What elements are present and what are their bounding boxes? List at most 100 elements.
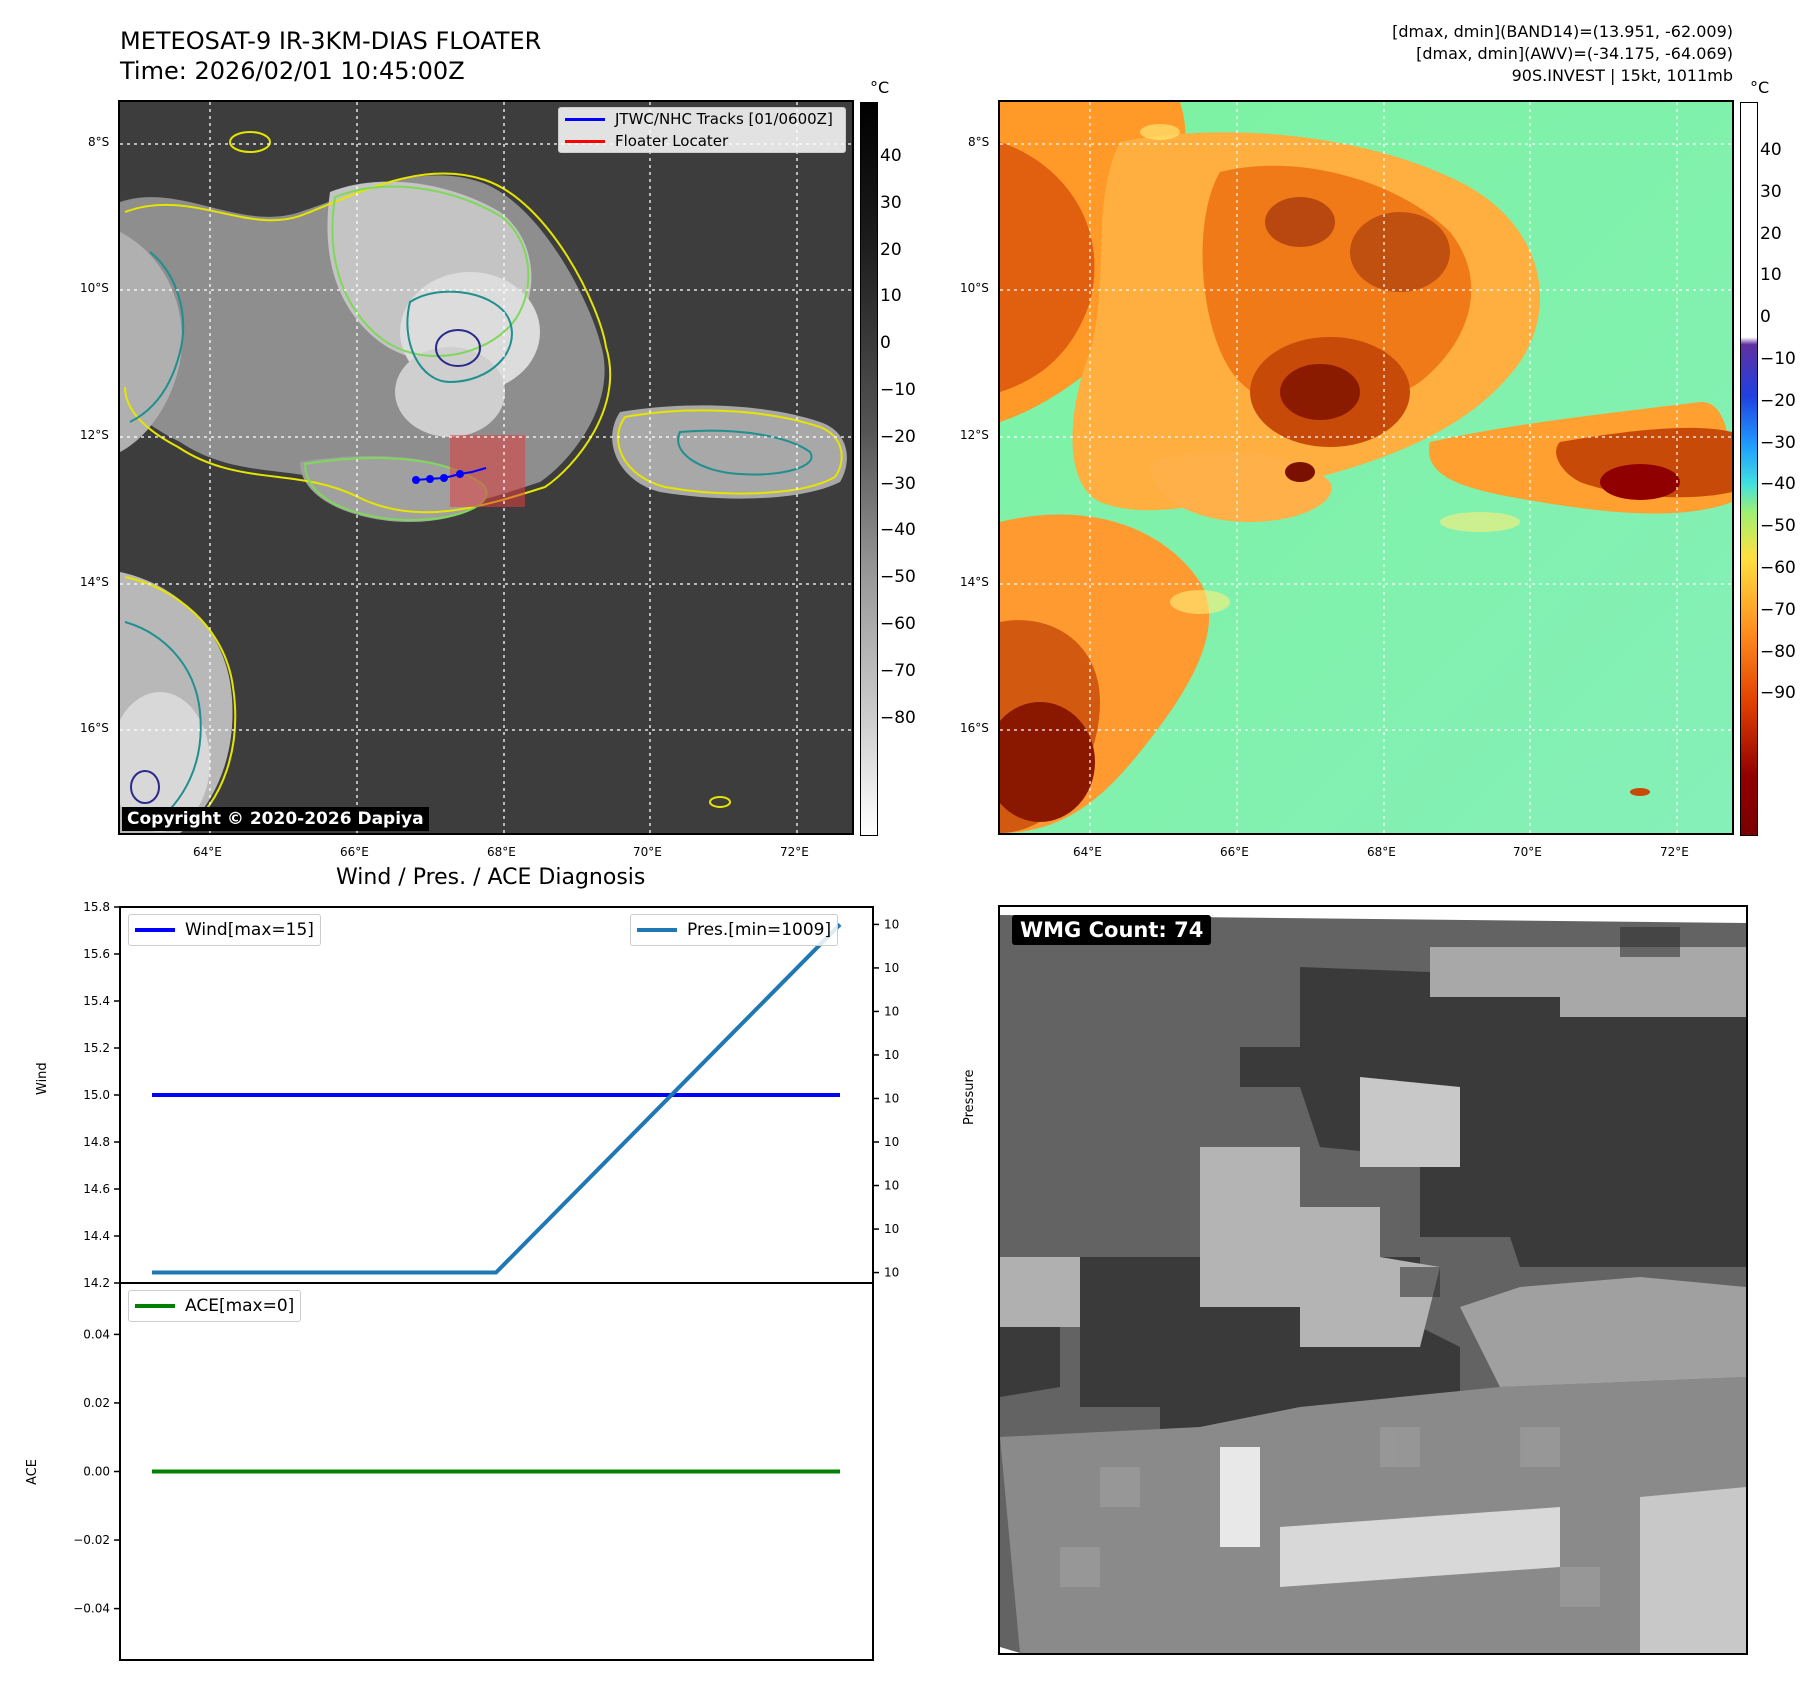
wind-tick-label: 15.2 bbox=[83, 1041, 110, 1055]
gray-colorbar-tick: 0 bbox=[880, 333, 891, 354]
lon-label: 68°E bbox=[487, 845, 516, 859]
color-colorbar-tick: 10 bbox=[1760, 265, 1782, 286]
ace-axis: 0.04 0.02 0.00 −0.02 −0.04 bbox=[73, 1327, 120, 1616]
wind-tick-label: 15.4 bbox=[83, 994, 110, 1008]
color-colorbar bbox=[1740, 102, 1758, 836]
info-awv: [dmax, dmin](AWV)=(-34.175, -64.069) bbox=[1416, 44, 1733, 63]
chart-title: METEOSAT-9 IR-3KM-DIAS FLOATER bbox=[120, 27, 542, 55]
map-gridlines bbox=[120, 102, 852, 833]
legend-locater-label: Floater Locater bbox=[615, 132, 729, 150]
pressure-tick-label: 1011.00 bbox=[884, 917, 900, 931]
lon-label: 70°E bbox=[633, 845, 662, 859]
legend-tracks: JTWC/NHC Tracks [01/0600Z] bbox=[559, 108, 845, 130]
color-colorbar-tick: 40 bbox=[1760, 140, 1782, 160]
lat-label: 14°S bbox=[80, 575, 109, 589]
ace-legend-label: ACE[max=0] bbox=[185, 1296, 295, 1316]
wmg-panel: WMG Count: 74 bbox=[998, 905, 1748, 1655]
gray-colorbar-tick: −70 bbox=[880, 660, 916, 681]
color-colorbar-tick: −10 bbox=[1760, 349, 1796, 369]
jtwc-track bbox=[412, 467, 487, 484]
wind-tick-label: 14.2 bbox=[83, 1276, 110, 1290]
pressure-tick-label: 1009.00 bbox=[884, 1266, 900, 1280]
pressure-tick-label: 1009.50 bbox=[884, 1179, 900, 1193]
wind-legend: Wind[max=15] bbox=[128, 914, 321, 946]
lon-label: 68°E bbox=[1367, 845, 1396, 859]
gray-colorbar-tick: 20 bbox=[880, 239, 902, 260]
gray-colorbar-tick: −30 bbox=[880, 473, 916, 494]
gray-colorbar-tick: 30 bbox=[880, 192, 902, 213]
ace-tick-label: 0.00 bbox=[83, 1465, 110, 1479]
awv-gridlines bbox=[1000, 102, 1732, 833]
wind-tick-label: 14.6 bbox=[83, 1182, 110, 1196]
legend-tracks-label: JTWC/NHC Tracks [01/0600Z] bbox=[615, 110, 833, 128]
lat-label: 12°S bbox=[80, 428, 109, 442]
ace-tick-label: −0.02 bbox=[73, 1533, 110, 1547]
gray-colorbar-unit: °C bbox=[870, 78, 890, 97]
gray-colorbar-tick: −60 bbox=[880, 614, 916, 634]
lat-label: 12°S bbox=[960, 428, 989, 442]
gray-colorbar-tick: 10 bbox=[880, 286, 902, 307]
gray-colorbar-tick: −80 bbox=[880, 707, 916, 728]
legend-tracks-swatch bbox=[565, 117, 605, 121]
lon-label: 72°E bbox=[1660, 845, 1689, 859]
lat-label: 10°S bbox=[80, 281, 109, 295]
color-colorbar-tick: −40 bbox=[1760, 474, 1796, 495]
ace-legend: ACE[max=0] bbox=[128, 1290, 302, 1322]
color-colorbar-tick: −60 bbox=[1760, 558, 1796, 578]
lat-label: 8°S bbox=[88, 135, 110, 149]
gray-colorbar-tick: −50 bbox=[880, 567, 916, 588]
pressure-legend-label: Pres.[min=1009] bbox=[687, 920, 832, 940]
wind-tick-label: 15.0 bbox=[83, 1088, 110, 1102]
color-colorbar-tick: −70 bbox=[1760, 599, 1796, 620]
info-band14: [dmax, dmin](BAND14)=(13.951, -62.009) bbox=[1392, 22, 1733, 41]
gray-colorbar-tick: −40 bbox=[880, 520, 916, 541]
gray-colorbar-tick: −20 bbox=[880, 426, 916, 447]
copyright-badge: Copyright © 2020-2026 Dapiya bbox=[122, 807, 429, 831]
pressure-ylabel: Pressure bbox=[962, 1069, 977, 1125]
wind-tick-label: 14.4 bbox=[83, 1229, 110, 1243]
ace-legend-swatch bbox=[135, 1304, 175, 1308]
ace-tick-label: −0.04 bbox=[73, 1602, 110, 1616]
wind-tick-label: 15.8 bbox=[83, 900, 110, 914]
lon-label: 64°E bbox=[1073, 845, 1102, 859]
lon-label: 66°E bbox=[340, 845, 369, 859]
series-layer bbox=[152, 923, 842, 1474]
wmg-count-badge: WMG Count: 74 bbox=[1012, 915, 1212, 945]
diagnosis-chart: 15.8 15.6 15.4 15.2 15.0 14.8 14.6 14.4 14.2 10 1… bbox=[73, 900, 900, 1661]
gray-colorbar bbox=[860, 102, 878, 836]
pressure-series-line bbox=[152, 923, 842, 1275]
gray-colorbar-tick: −10 bbox=[880, 380, 916, 400]
gray-colorbar-tick: 40 bbox=[880, 146, 902, 166]
ir-gray-map: JTWC/NHC Tracks [01/0600Z] Floater Locat… bbox=[118, 100, 854, 835]
wind-tick-label: 15.6 bbox=[83, 947, 110, 961]
lon-label: 66°E bbox=[1220, 845, 1249, 859]
color-colorbar-tick: −90 bbox=[1760, 683, 1796, 704]
awv-color-map-imagery bbox=[1000, 102, 1732, 833]
info-storm: 90S.INVEST | 15kt, 1011mb bbox=[1511, 66, 1733, 85]
color-colorbar-tick: −80 bbox=[1760, 641, 1796, 662]
wind-tick-label: 14.8 bbox=[83, 1135, 110, 1149]
pressure-legend-swatch bbox=[637, 928, 677, 932]
chart-time: Time: 2026/02/01 10:45:00Z bbox=[120, 57, 465, 85]
lon-label: 70°E bbox=[1513, 845, 1542, 859]
lat-label: 8°S bbox=[968, 135, 990, 149]
wind-ylabel: Wind bbox=[35, 1062, 50, 1095]
awv-color-map bbox=[998, 100, 1734, 835]
map-legend: JTWC/NHC Tracks [01/0600Z] Floater Locat… bbox=[558, 107, 846, 153]
ace-tick-label: 0.04 bbox=[83, 1327, 110, 1341]
color-colorbar-tick: −20 bbox=[1760, 390, 1796, 411]
ace-tick-label: 0.02 bbox=[83, 1396, 110, 1410]
color-colorbar-tick: −50 bbox=[1760, 516, 1796, 537]
legend-locater: Floater Locater bbox=[559, 130, 845, 152]
color-colorbar-unit: °C bbox=[1750, 78, 1770, 97]
color-colorbar-tick: −30 bbox=[1760, 432, 1796, 453]
pressure-legend: Pres.[min=1009] bbox=[630, 914, 839, 946]
pressure-tick-label: 1009.25 bbox=[884, 1222, 900, 1236]
diagnosis-title: Wind / Pres. / ACE Diagnosis bbox=[336, 865, 646, 890]
lat-label: 16°S bbox=[80, 721, 109, 735]
wind-legend-swatch bbox=[135, 928, 175, 932]
